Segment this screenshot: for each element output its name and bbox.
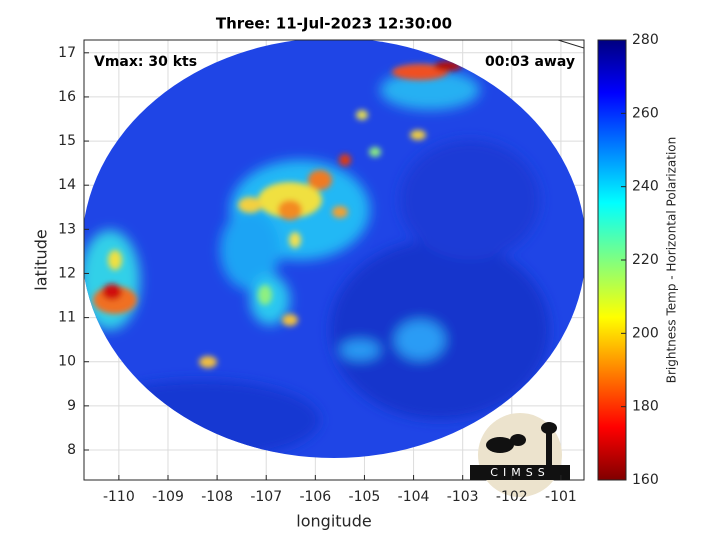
y-tick-label: 10: [58, 354, 76, 370]
axes-box: [83, 39, 585, 481]
colorbar-label: Brightness Temp - Horizontal Polarizatio…: [665, 137, 679, 384]
y-tick-label: 14: [58, 177, 76, 193]
x-tick-label: -105: [349, 489, 381, 505]
x-axis-label: longitude: [296, 512, 371, 531]
colorbar-tick-label: 280: [632, 32, 659, 48]
x-tick-label: -110: [103, 489, 135, 505]
y-tick-label: 17: [58, 45, 76, 61]
x-tick-label: -104: [398, 489, 430, 505]
y-tick-label: 11: [58, 310, 76, 326]
colorbar-tick-label: 160: [632, 472, 659, 488]
colorbar-tick-label: 180: [632, 399, 659, 415]
y-axis-label: latitude: [32, 229, 51, 290]
y-tick-label: 9: [67, 398, 76, 414]
y-tick-label: 15: [58, 133, 76, 149]
annotation: Vmax: 30 kts: [94, 54, 197, 70]
title: Three: 11-Jul-2023 12:30:00: [216, 15, 452, 33]
y-tick-label: 16: [58, 89, 76, 105]
annotation: 00:03 away: [485, 54, 575, 70]
x-tick-label: -108: [201, 489, 233, 505]
x-tick-label: -103: [447, 489, 479, 505]
y-tick-label: 8: [67, 442, 76, 458]
colorbar-tick-label: 240: [632, 179, 659, 195]
y-tick-label: 12: [58, 265, 76, 281]
y-tick-label: 13: [58, 221, 76, 237]
colorbar-tick-label: 220: [632, 252, 659, 268]
x-tick-label: -107: [250, 489, 282, 505]
colorbar-tick-label: 200: [632, 325, 659, 341]
x-tick-label: -109: [152, 489, 184, 505]
x-tick-label: -102: [496, 489, 528, 505]
x-tick-label: -101: [545, 489, 577, 505]
logo-text: CIMSS: [490, 466, 549, 479]
x-tick-label: -106: [299, 489, 331, 505]
logo: CIMSS: [470, 413, 570, 497]
colorbar-tick-label: 260: [632, 105, 659, 121]
